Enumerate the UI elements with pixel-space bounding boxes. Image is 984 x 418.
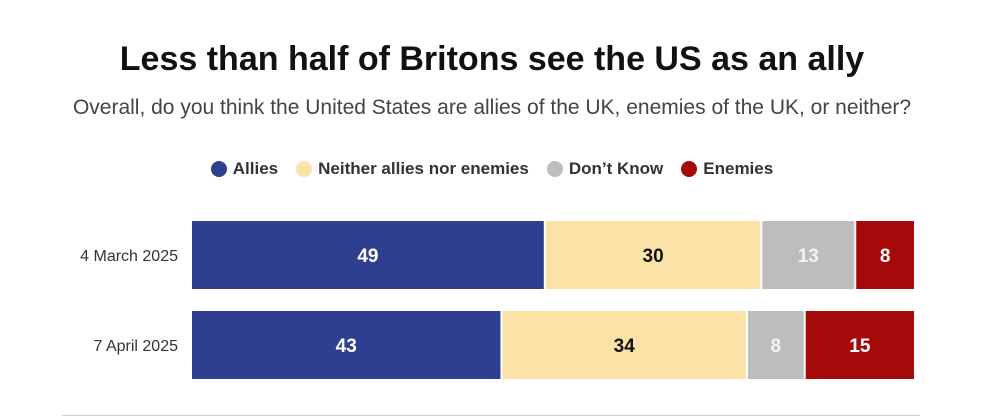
chart-title: Less than half of Britons see the US as … <box>119 40 865 78</box>
legend-label-dont-know: Don’t Know <box>568 159 664 178</box>
bar-enemies-7-april-2025 <box>805 311 914 379</box>
legend: Allies Neither allies nor enemies Don’t … <box>0 159 984 179</box>
legend-label-enemies: Enemies <box>703 159 774 178</box>
legend-swatch-enemies <box>681 161 698 177</box>
legend-swatch-dont-know <box>546 161 563 177</box>
category-label-4-march-2025: 4 March 2025 <box>80 248 178 265</box>
legend-swatch-allies <box>210 161 227 177</box>
data-label-allies-4-march-2025: 49 <box>357 246 378 267</box>
bar-enemies-4-march-2025 <box>856 221 914 289</box>
data-label-neither-allies-nor-enemies-7-april-2025: 34 <box>614 336 636 357</box>
legend-label-neither: Neither allies nor enemies <box>318 159 529 178</box>
data-label-neither-allies-nor-enemies-4-march-2025: 30 <box>643 246 664 267</box>
legend-label-allies: Allies <box>232 159 279 178</box>
bar-neither-allies-nor-enemies-7-april-2025 <box>502 311 746 379</box>
chart-subtitle: Overall, do you think the United States … <box>72 96 912 119</box>
category-label-7-april-2025: 7 April 2025 <box>93 338 178 355</box>
data-label-enemies-4-march-2025: 8 <box>880 246 891 267</box>
data-label-allies-7-april-2025: 43 <box>336 336 357 357</box>
legend-swatch-neither <box>296 161 313 177</box>
data-label-don-t-know-4-march-2025: 13 <box>798 246 819 267</box>
bottom-divider <box>62 415 920 416</box>
data-label-don-t-know-7-april-2025: 8 <box>771 336 782 357</box>
legend-item-enemies: Enemies <box>681 159 773 179</box>
bar-allies-7-april-2025 <box>192 311 501 379</box>
bar-don-t-know-4-march-2025 <box>762 221 855 289</box>
legend-item-neither: Neither allies nor enemies <box>296 159 529 179</box>
bar-don-t-know-7-april-2025 <box>747 311 804 379</box>
data-label-enemies-7-april-2025: 15 <box>849 336 871 357</box>
bar-neither-allies-nor-enemies-4-march-2025 <box>545 221 761 289</box>
legend-item-allies: Allies <box>210 159 279 179</box>
bar-allies-4-march-2025 <box>192 221 544 289</box>
legend-item-dont-know: Don’t Know <box>546 159 664 179</box>
